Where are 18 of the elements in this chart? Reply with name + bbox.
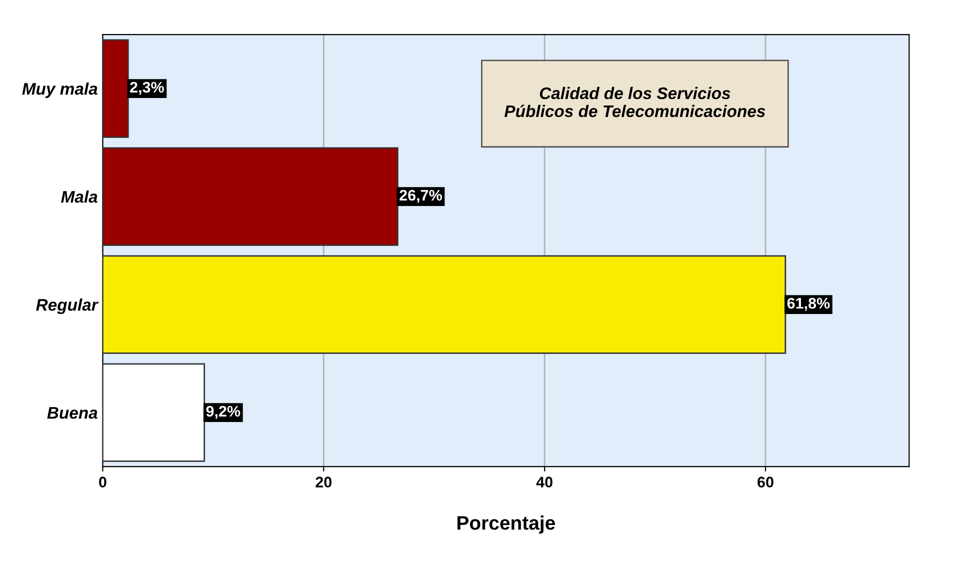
- x-tick-label: 0: [99, 476, 106, 488]
- bar: [102, 255, 786, 354]
- data-label: 2,3%: [130, 82, 164, 95]
- bar: [102, 363, 206, 462]
- x-tick-label: 20: [316, 476, 332, 488]
- y-tick-label: Regular: [36, 298, 99, 314]
- bar: [102, 39, 129, 138]
- y-tick-label: Mala: [61, 190, 98, 203]
- data-label: 9,2%: [206, 406, 240, 419]
- y-tick-label: Muy mala: [22, 82, 98, 98]
- x-tick-label: 40: [536, 476, 552, 488]
- x-axis-title: Porcentaje: [458, 516, 555, 534]
- bar: [102, 147, 398, 246]
- data-label: 61,8%: [787, 298, 830, 311]
- x-tick-label: 60: [758, 476, 774, 488]
- data-label: 26,7%: [400, 190, 442, 203]
- text: Calidad de los Servicios Públicos de Telecomunicaciones: [504, 86, 766, 118]
- y-tick-label: Buena: [47, 407, 98, 419]
